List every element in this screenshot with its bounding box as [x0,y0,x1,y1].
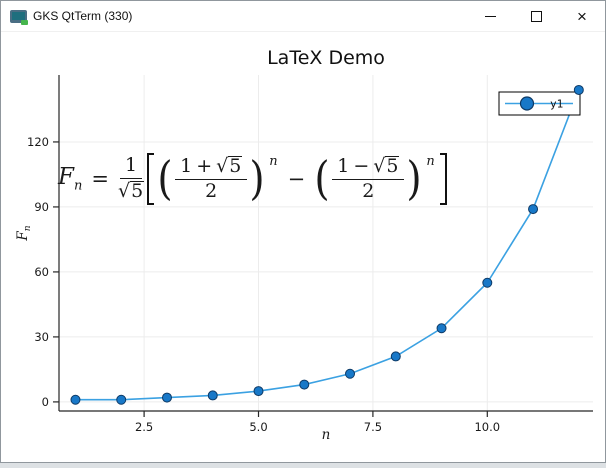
left-paren: ( [314,151,330,206]
y-tick-label: 120 [27,135,49,149]
term1-exponent: n [269,154,277,169]
y-tick-label: 60 [34,265,49,279]
y-tick-label: 30 [34,330,49,344]
right-paren: ) [249,151,265,206]
left-paren: ( [157,151,173,206]
radicand: 5 [228,155,243,178]
data-point [345,368,356,379]
close-button[interactable]: × [559,1,605,31]
formula-lhs-sub: n [73,178,83,194]
coef-numerator: 1 [120,155,143,179]
legend-label: y1 [550,98,563,111]
window-controls: × [467,1,605,31]
app-monitor-icon-screen [12,11,25,20]
term2-denominator: 2 [362,180,375,202]
term1-plus: + [196,155,213,178]
window-title: GKS QtTerm (330) [33,9,133,23]
term1-one: 1 [180,155,193,178]
x-tick-label: 5.0 [249,420,267,434]
right-bracket [439,153,447,205]
x-tick-label: 10.0 [474,420,500,434]
formula-coefficient-fraction: 1 √ 5 [117,155,145,202]
term2-exponent: n [426,154,434,169]
formula-lhs: Fn [58,164,82,194]
x-axis-label: n [322,427,331,443]
x-tick-label: 7.5 [364,420,382,434]
formula-lhs-var: F [58,164,74,191]
term1-exponent-n: n [269,154,278,169]
minimize-button[interactable] [467,1,513,31]
data-point [299,379,310,390]
maximize-icon [530,10,542,22]
coef-denominator: √ 5 [117,179,145,202]
data-point [161,392,172,403]
data-point [70,394,81,405]
right-paren: ) [406,151,423,206]
data-point [436,323,447,334]
formula-annotation: Fn = 1 √ 5 ( 1 + √ 5 2 ) n − ( 1− √ 5 2 ) n [58,150,447,208]
data-point [116,394,127,405]
term2-exponent-n: n [426,154,435,169]
title-bar[interactable]: GKS QtTerm (330) × [1,1,605,32]
app-monitor-icon-badge [21,19,28,25]
y-tick-label: 0 [42,395,49,409]
minimize-icon [484,15,496,17]
data-point [207,390,218,401]
chart-title: LaTeX Demo [267,47,385,69]
radicand: 5 [385,155,400,178]
radical-sign: √ [117,180,131,202]
x-tick-label: 2.5 [135,420,153,434]
term2-one: 1 [337,155,350,178]
data-point [482,277,493,288]
y-tick-label: 90 [34,200,49,214]
term2-numerator: 1− √ 5 [332,155,405,180]
data-point [390,351,401,362]
left-bracket [147,153,155,205]
radical-sign: √ [216,155,229,178]
term1-numerator: 1 + √ 5 [175,155,248,180]
formula-minus: − [287,167,306,191]
radicand: 5 [130,180,145,202]
radical-sign: √ [373,155,386,178]
y-axis-label: Fn [15,225,33,241]
legend-marker-icon [519,96,535,111]
maximize-button[interactable] [513,1,559,31]
data-point [528,204,539,215]
term1-denominator: 2 [205,180,218,202]
conjugate-fraction: 1− √ 5 2 [332,155,405,202]
data-point [573,84,584,95]
series-line-y1 [75,89,580,401]
term2-minus: − [353,155,370,178]
golden-ratio-fraction: 1 + √ 5 2 [175,155,248,202]
app-monitor-icon [10,9,28,25]
data-point [253,386,264,397]
close-icon: × [577,6,587,26]
formula-equals: = [91,167,109,191]
